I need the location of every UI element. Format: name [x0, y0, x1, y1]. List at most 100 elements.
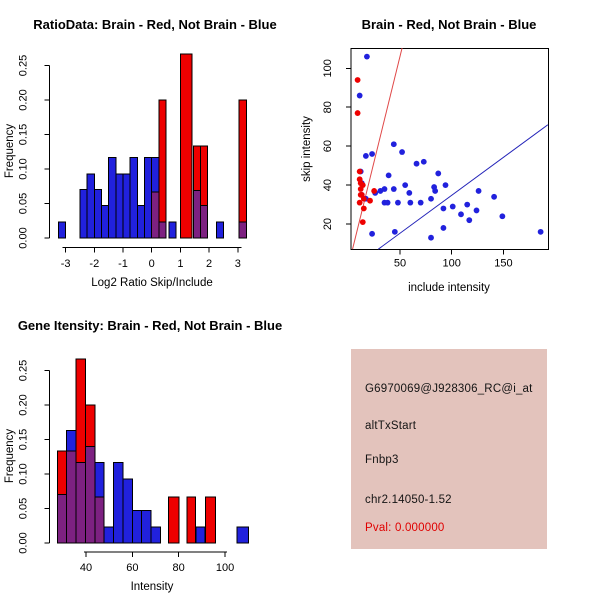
- x-tick-label: 80: [173, 562, 185, 574]
- scatter-point-blue: [442, 182, 449, 189]
- hist-bar-red: [199, 145, 209, 207]
- hist-bar-blue: [113, 461, 124, 544]
- histogram-ratio: 0.00 0.05 0.10 0.15 0.20 0.25 -3 -2 -1 0 1 2 3 RatioD…: [4, 17, 277, 289]
- scatter-point-red: [367, 197, 373, 204]
- hist-bar-blue: [236, 526, 249, 544]
- hist-bar-red: [186, 496, 197, 544]
- hist-bar-overlap: [75, 461, 86, 544]
- hist-bar-blue: [151, 156, 160, 193]
- scatter-point-blue: [464, 201, 471, 208]
- hist-bar-overlap: [192, 189, 201, 239]
- y-tick-label: 0.10: [18, 158, 30, 179]
- hist-bar-blue: [131, 510, 143, 544]
- y-tick-label: 80: [322, 101, 334, 113]
- scatter-intensity: 50 100 150 20 40 60 80 100 Brain - Red, Not Brai…: [301, 17, 549, 294]
- hist-bar-red: [56, 450, 68, 496]
- x-tick-label: 2: [206, 258, 212, 270]
- y-tick-label: 0.20: [18, 394, 30, 415]
- y-tick-label: 0.05: [18, 498, 30, 519]
- x-tick-label: -2: [89, 258, 99, 270]
- hist-bar-red: [192, 145, 201, 191]
- y-tick-label: 0.25: [18, 55, 30, 76]
- scatter-point-red: [356, 168, 363, 175]
- x-tick-label: 100: [216, 562, 234, 574]
- scatter-point-blue: [391, 228, 398, 235]
- scatter-point-blue: [381, 186, 388, 192]
- hist-bar-overlap: [199, 205, 209, 239]
- scatter-point-blue: [369, 151, 375, 157]
- event-type-text: altTxStart: [365, 420, 417, 432]
- scatter-point-red: [371, 188, 378, 194]
- hist-bar-blue: [66, 430, 77, 452]
- scatter-point-blue: [420, 158, 427, 165]
- y-axis-label: skip intensity: [301, 116, 313, 182]
- y-tick-label: 0.05: [18, 193, 30, 214]
- x-tick-label: -1: [118, 258, 128, 270]
- hist-bar-blue: [195, 526, 206, 544]
- scatter-point-blue: [407, 199, 414, 206]
- y-tick-label: 0.25: [18, 360, 30, 381]
- y-tick-label: 0.00: [18, 227, 30, 248]
- x-axis-label: include intensity: [408, 282, 490, 294]
- probe-id-text: G6970069@J928306_RC@i_at: [365, 383, 533, 395]
- scatter-point-blue: [435, 170, 442, 177]
- hist-bar-red: [167, 496, 180, 544]
- scatter-point-red: [357, 186, 364, 192]
- y-tick-label: 20: [322, 218, 334, 230]
- hist-bar-red: [179, 53, 193, 239]
- y-tick-label: 0.15: [18, 429, 30, 450]
- x-tick-label: 3: [235, 258, 241, 270]
- scatter-point-blue: [390, 186, 397, 192]
- y-tick-label: 0.15: [18, 124, 30, 145]
- hist-bar-blue: [122, 478, 133, 544]
- regression-line-blue: [377, 124, 549, 250]
- hist-bar-blue: [93, 189, 102, 239]
- scatter-point-blue: [432, 188, 439, 194]
- scatter-point-blue: [475, 188, 482, 194]
- scatter-point-blue: [390, 141, 397, 148]
- scatter-point-blue: [399, 149, 405, 155]
- hist-bar-blue: [168, 221, 177, 239]
- x-axis-label: Intensity: [131, 581, 174, 593]
- scatter-point-red: [360, 205, 367, 212]
- x-tick-label: 100: [443, 258, 461, 270]
- plot-title: RatioData: Brain - Red, Not Brain - Blue: [33, 17, 276, 32]
- x-tick-label: 50: [394, 258, 406, 270]
- gene-name-text: Fnbp3: [365, 454, 399, 466]
- hist-bar-blue: [100, 205, 110, 239]
- hist-bar-blue: [108, 156, 117, 239]
- scatter-point-blue: [384, 199, 391, 206]
- hist-bar-blue: [115, 173, 124, 239]
- y-axis-label: Frequency: [4, 124, 16, 179]
- scatter-point-blue: [537, 228, 544, 235]
- x-tick-label: 0: [149, 258, 155, 270]
- hist-bar-blue: [57, 221, 67, 239]
- x-axis-label: Log2 Ratio Skip/Include: [91, 277, 212, 289]
- hist-bar-overlap: [151, 191, 160, 239]
- hist-bar-red: [204, 496, 217, 544]
- scatter-point-blue: [440, 225, 447, 231]
- x-tick-label: 40: [80, 562, 92, 574]
- scatter-point-blue: [406, 190, 413, 196]
- scatter-point-blue: [362, 153, 369, 159]
- hist-bar-red: [158, 99, 167, 223]
- scatter-point-blue: [385, 172, 392, 179]
- plot-title: Brain - Red, Not Brain - Blue: [362, 17, 537, 32]
- scatter-point-blue: [356, 92, 363, 99]
- scatter-point-red: [354, 77, 361, 83]
- hist-bar-overlap: [84, 445, 96, 544]
- plot-box: [350, 47, 549, 250]
- scatter-point-blue: [413, 160, 420, 167]
- pval-text: Pval: 0.000000: [365, 522, 445, 534]
- info-panel: G6970069@J928306_RC@i_at altTxStart Fnbp…: [351, 349, 547, 549]
- y-tick-label: 0.20: [18, 89, 30, 110]
- hist-bar-blue: [150, 526, 161, 544]
- hist-bar-red: [84, 404, 96, 447]
- x-tick-label: -3: [61, 258, 71, 270]
- scatter-point-blue: [458, 211, 464, 218]
- histogram-gene-intensity: 0.00 0.05 0.10 0.15 0.20 0.25 40 60 80 100 Gene It…: [4, 318, 282, 593]
- scatter-point-blue: [473, 207, 480, 214]
- hist-bar-blue: [86, 173, 95, 239]
- scatter-point-red: [354, 110, 361, 116]
